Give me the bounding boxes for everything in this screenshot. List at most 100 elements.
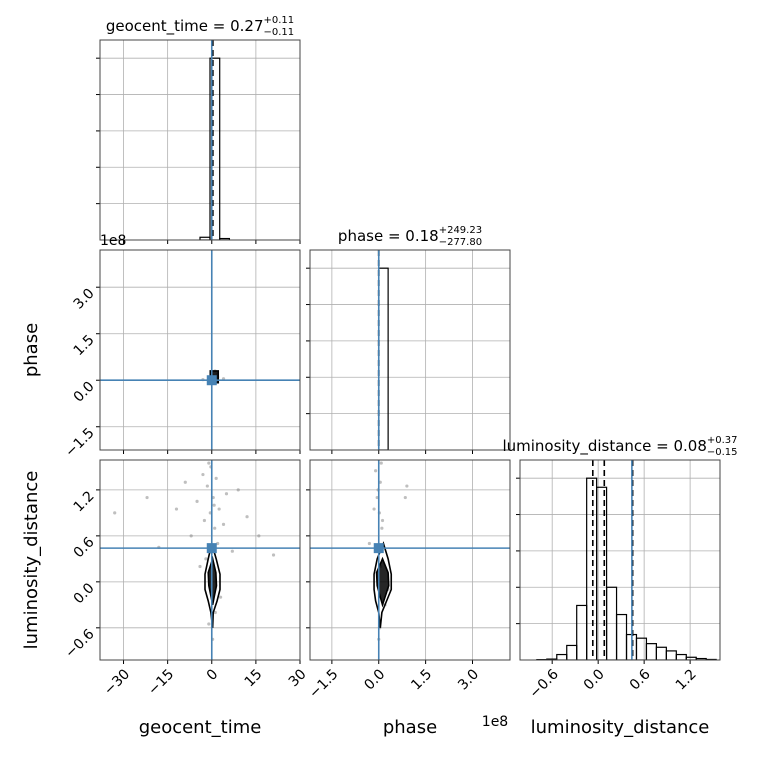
panel-frame xyxy=(309,249,511,451)
y-tick-label: 0.6 xyxy=(71,534,98,561)
sample-point xyxy=(230,549,234,553)
sample-point xyxy=(245,515,249,519)
title-main: phase = 0.18 xyxy=(338,227,439,245)
x-tick-label: 3.0 xyxy=(455,666,482,693)
sample-point xyxy=(189,534,193,538)
panel-content xyxy=(100,456,300,660)
sample-point xyxy=(202,518,207,523)
panel-content xyxy=(100,250,300,450)
y-tick-label: 0.0 xyxy=(71,379,98,406)
x-tick-label: −0.6 xyxy=(526,666,561,701)
sample-point xyxy=(113,511,117,515)
y-tick-label: −1.5 xyxy=(62,425,97,460)
title-sub: −277.80 xyxy=(439,237,482,248)
panel-bg xyxy=(310,460,510,660)
sample-point xyxy=(379,461,383,465)
title-sub: −0.15 xyxy=(707,447,738,458)
title-main: geocent_time = 0.27 xyxy=(106,17,264,36)
sample-point xyxy=(380,526,384,530)
panel-title: phase = 0.18+249.23 −277.80 xyxy=(338,225,482,248)
y-axis-label: luminosity_distance xyxy=(21,471,42,650)
x-axis-label: luminosity_distance xyxy=(531,717,710,738)
sample-point xyxy=(405,484,409,488)
panel-frame xyxy=(519,459,721,661)
truth-marker xyxy=(206,543,217,554)
title-main: luminosity_distance = 0.08 xyxy=(502,437,706,456)
panel-bg xyxy=(520,460,720,660)
sample-point xyxy=(372,507,376,511)
y-tick-label: 1.2 xyxy=(71,488,98,515)
sample-point xyxy=(214,476,218,480)
sample-point xyxy=(221,522,226,526)
panel-bg xyxy=(100,250,300,450)
sample-point xyxy=(213,610,217,615)
sample-point xyxy=(216,541,220,546)
truth-marker xyxy=(206,375,217,386)
sample-point xyxy=(198,564,202,569)
truth-marker xyxy=(373,543,384,554)
panel-bg xyxy=(100,40,300,240)
sample-point xyxy=(204,557,208,561)
y-tick-label: 3.0 xyxy=(71,286,98,313)
sample-point xyxy=(380,518,385,523)
hist-bar xyxy=(219,237,231,240)
sample-point xyxy=(236,488,240,492)
panel-frame xyxy=(99,249,301,451)
panel-frame xyxy=(99,459,301,661)
hist-bar xyxy=(596,486,608,660)
sample-point xyxy=(207,622,211,626)
title-sup: +0.11 xyxy=(264,15,295,26)
x-tick-label: 1.5 xyxy=(408,666,435,693)
x-tick-label: 30 xyxy=(286,666,310,690)
x-tick-label: 0.0 xyxy=(581,666,608,693)
contour xyxy=(204,540,221,628)
x-tick-label: 1.2 xyxy=(673,666,700,693)
x-offset-text: 1e8 xyxy=(482,714,508,730)
panel-bg xyxy=(310,250,510,450)
x-tick-label: 15 xyxy=(242,666,266,690)
panel-content xyxy=(199,40,231,240)
contour xyxy=(373,541,393,628)
x-tick-label: 0.6 xyxy=(627,666,654,693)
panel-content xyxy=(377,250,389,450)
sample-point xyxy=(257,534,261,538)
sample-point xyxy=(145,495,149,500)
sample-point xyxy=(207,461,211,465)
title-sub: −0.11 xyxy=(264,27,295,38)
panel-title: luminosity_distance = 0.08+0.37 −0.15 xyxy=(502,435,737,458)
contour xyxy=(375,556,390,608)
sample-point xyxy=(183,480,187,484)
x-tick-label: 0 xyxy=(204,666,222,684)
panel-frame xyxy=(309,459,511,661)
sample-point xyxy=(271,553,276,557)
panel-content xyxy=(310,460,510,660)
x-axis-label: phase xyxy=(383,717,437,738)
x-tick-label: 0.0 xyxy=(361,666,388,693)
panel-frame xyxy=(99,39,301,241)
sample-point xyxy=(201,472,205,477)
sample-point xyxy=(367,541,371,546)
y-offset-text: 1e8 xyxy=(100,233,126,249)
x-tick-label: −30 xyxy=(101,666,133,698)
sample-point xyxy=(205,484,209,488)
sample-point xyxy=(218,595,223,599)
panel-bg xyxy=(100,460,300,660)
y-tick-label: −0.6 xyxy=(62,626,97,661)
x-axis-label: geocent_time xyxy=(139,717,262,738)
sample-point xyxy=(210,456,213,459)
sample-point xyxy=(403,495,407,500)
y-tick-label: 0.0 xyxy=(71,580,98,607)
panel-title: geocent_time = 0.27+0.11 −0.11 xyxy=(106,15,294,38)
sample-point xyxy=(212,503,216,507)
sample-point xyxy=(374,469,378,473)
sample-point xyxy=(217,507,221,511)
x-tick-label: −1.5 xyxy=(306,666,341,701)
y-axis-label: phase xyxy=(21,323,42,377)
x-tick-label: −15 xyxy=(145,666,177,698)
title-sup: +249.23 xyxy=(439,225,482,236)
sample-point xyxy=(195,499,199,503)
title-sup: +0.37 xyxy=(707,435,738,446)
sample-point xyxy=(213,526,217,530)
y-tick-label: 1.5 xyxy=(71,332,98,359)
